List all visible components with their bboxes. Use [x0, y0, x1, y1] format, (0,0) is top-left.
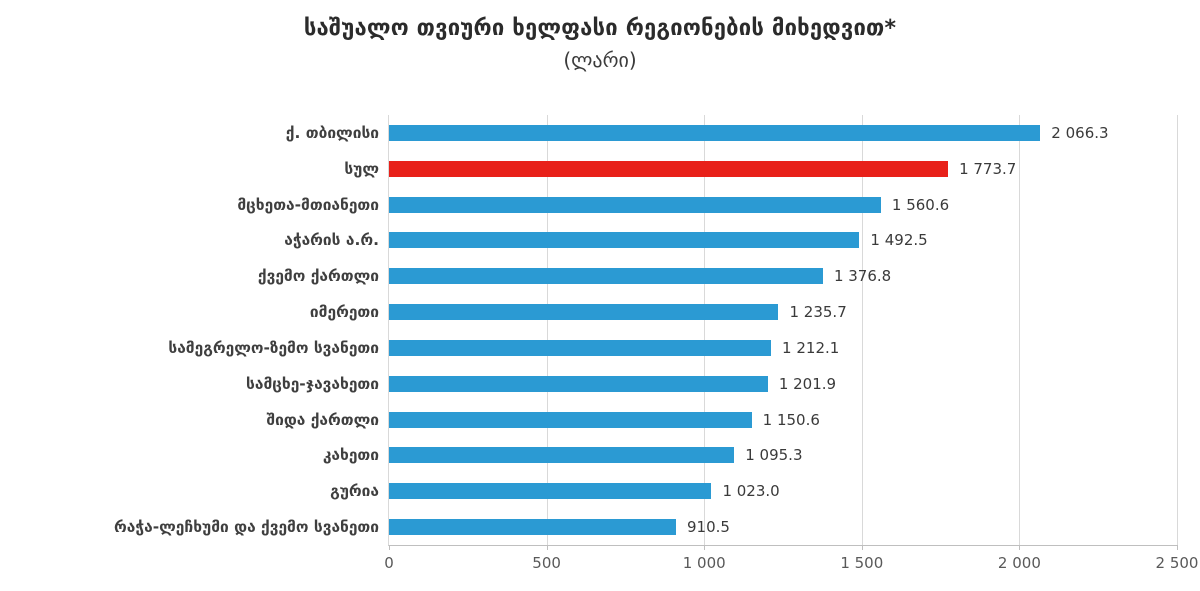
category-label: გურია	[330, 482, 379, 501]
value-label: 1 212.1	[782, 338, 840, 357]
value-label: 2 066.3	[1051, 123, 1109, 142]
gridlines	[389, 115, 1178, 545]
x-axis-tick-mark	[546, 545, 548, 550]
bar	[389, 375, 768, 392]
bar	[389, 411, 752, 428]
x-axis-tick-label: 2 500	[1155, 554, 1199, 572]
value-label: 1 095.3	[745, 446, 803, 465]
bar-row: სამეგრელო-ზემო სვანეთი 1 212.1	[168, 330, 1177, 366]
x-axis-tick-label: 1 000	[682, 554, 726, 572]
category-label: ქ. თბილისი	[285, 123, 379, 142]
bar-row: სამცხე-ჯავახეთი 1 201.9	[246, 366, 1177, 402]
bar-row: აჭარის ა.რ. 1 492.5	[284, 222, 1177, 258]
x-axis-tick-mark	[1019, 545, 1021, 550]
bar-row: იმერეთი 1 235.7	[310, 294, 1177, 330]
category-label: იმერეთი	[309, 303, 379, 322]
category-label: რაჭა-ლეჩხუმი და ქვემო სვანეთი	[114, 518, 379, 537]
gridline	[1019, 115, 1021, 545]
value-label: 1 560.6	[891, 195, 950, 214]
plot-area: ქ. თბილისი 2 066.3 სულ 1 773.7 მცხეთა-მთიანე…	[114, 115, 1198, 572]
category-label: სამცხე-ჯავახეთი	[246, 374, 379, 393]
bar-row: კახეთი 1 095.3	[323, 437, 1177, 473]
value-label: 1 201.9	[778, 374, 837, 393]
gridline	[861, 115, 863, 545]
value-label: 1 235.7	[789, 303, 847, 322]
category-label: სულ	[344, 159, 379, 178]
bar	[389, 304, 779, 321]
gridline	[1177, 115, 1178, 545]
value-label: 1 150.6	[762, 410, 820, 429]
bar-row: გურია 1 023.0	[330, 473, 1177, 509]
bar-row: რაჭა-ლეჩხუმი და ქვემო სვანეთი 910.5	[114, 509, 1177, 545]
category-label: აჭარის ა.რ.	[284, 231, 379, 250]
bar	[389, 447, 735, 464]
bar-row: ქ. თბილისი 2 066.3	[286, 115, 1177, 151]
x-axis-tick-label: 0	[384, 554, 394, 572]
bar-row: მცხეთა-მთიანეთი 1 560.6	[237, 187, 1177, 223]
value-label: 1 773.7	[959, 159, 1017, 178]
x-axis-tick-mark	[704, 545, 706, 550]
category-label: მცხეთა-მთიანეთი	[237, 195, 379, 214]
x-axis-tick-label: 1 500	[840, 554, 884, 572]
bar	[389, 124, 1041, 141]
value-label: 1 492.5	[870, 231, 928, 250]
chart-title: საშუალო თვიური ხელფასი რეგიონების მიხედვ…	[303, 16, 897, 41]
gridline	[704, 115, 706, 545]
bar	[389, 483, 712, 500]
category-label: ქვემო ქართლი	[257, 267, 379, 286]
category-label: შიდა ქართლი	[266, 410, 379, 429]
bar	[389, 268, 823, 285]
value-label: 1 376.8	[833, 267, 892, 286]
bar-row: შიდა ქართლი 1 150.6	[267, 402, 1177, 438]
x-axis-tick-mark	[1177, 545, 1178, 550]
chart-subtitle: (ლარი)	[563, 48, 637, 72]
bar-rows: ქ. თბილისი 2 066.3 სულ 1 773.7 მცხეთა-მთიანე…	[114, 115, 1177, 545]
x-axis-tick-label: 500	[532, 554, 561, 572]
x-axis-tick-mark	[861, 545, 863, 550]
bar	[389, 196, 881, 213]
gridline	[546, 115, 548, 545]
x-axis-tick-label: 2 000	[997, 554, 1041, 572]
category-label: კახეთი	[322, 446, 379, 465]
x-axis-tick-mark	[389, 545, 390, 550]
bar	[389, 232, 860, 249]
category-label: სამეგრელო-ზემო სვანეთი	[168, 338, 379, 357]
bar-row: ქვემო ქართლი 1 376.8	[258, 258, 1177, 294]
bar-highlight	[389, 160, 949, 177]
bar-row: სულ 1 773.7	[344, 151, 1177, 187]
value-label: 1 023.0	[722, 482, 780, 501]
bar	[389, 519, 676, 536]
value-label: 910.5	[686, 518, 730, 537]
bar	[389, 339, 772, 356]
